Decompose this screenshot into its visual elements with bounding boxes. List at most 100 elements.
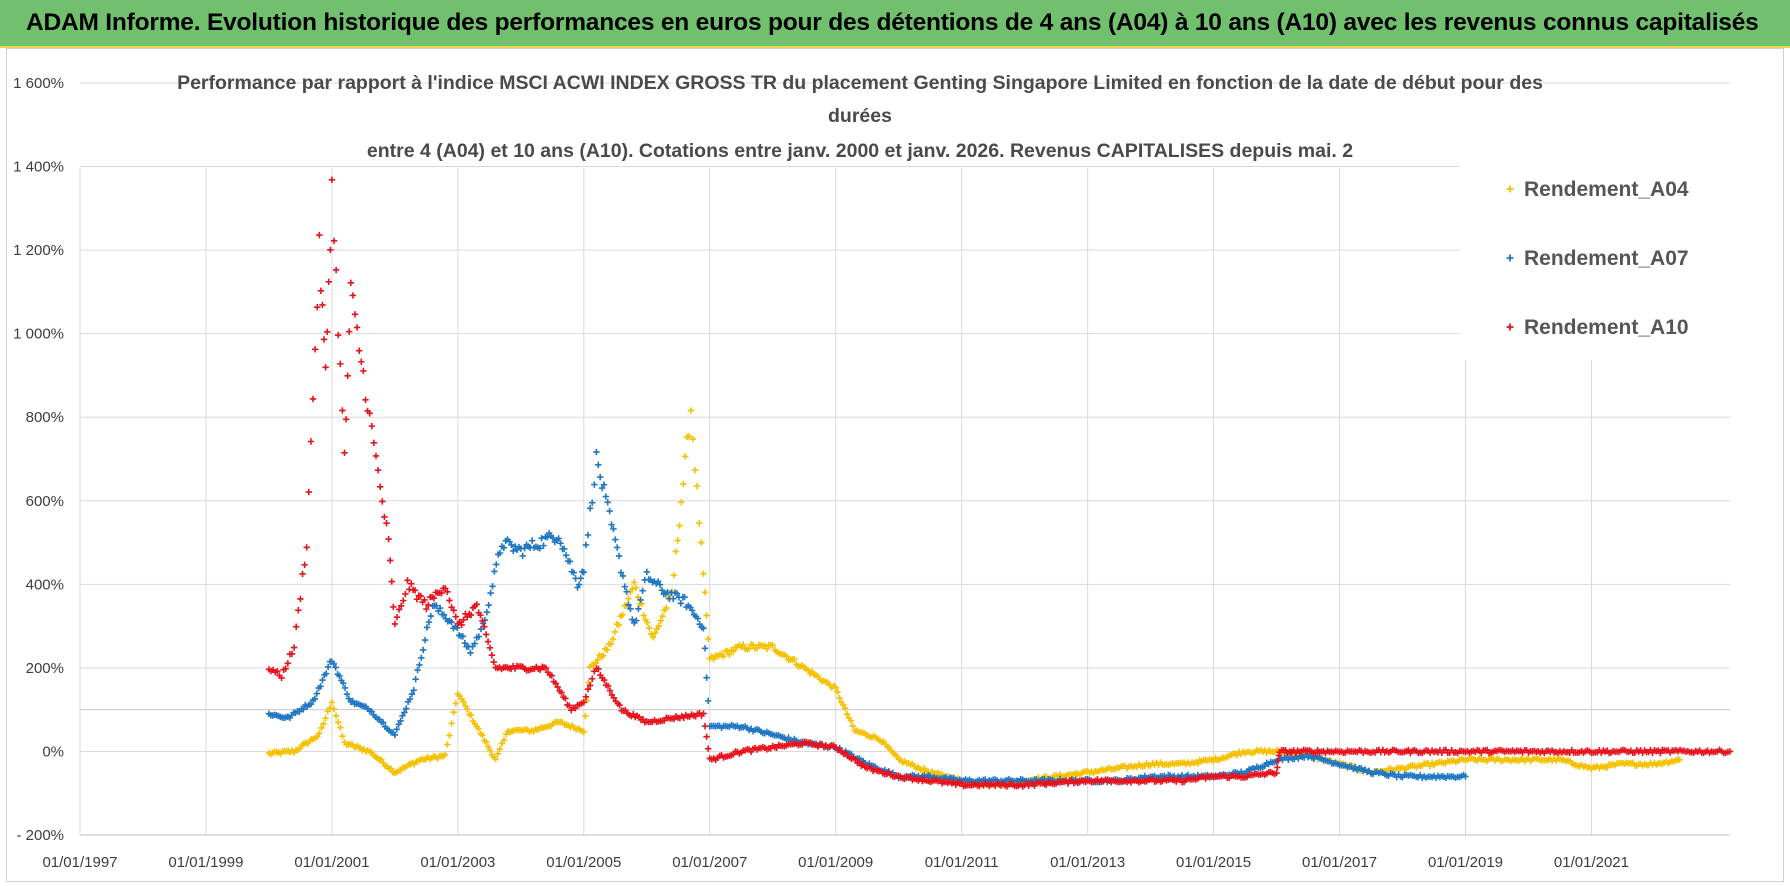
data-point [625,595,632,602]
data-point [477,625,485,633]
data-point [358,358,365,366]
data-point [629,585,636,593]
data-point [486,644,494,651]
data-point [309,395,317,403]
data-point [538,535,545,542]
data-point [484,743,492,750]
data-point [483,608,491,616]
chart-title-line: durées [828,105,892,127]
data-point [689,435,697,443]
data-point [496,745,504,753]
data-point [485,601,492,609]
data-point [446,597,453,604]
data-point [337,724,344,731]
data-point [427,612,434,620]
data-point [640,612,647,619]
data-point [425,601,432,609]
data-point [644,619,651,626]
data-point [681,593,688,601]
data-point [676,522,683,529]
data-point [460,616,467,623]
data-point [1726,748,1734,755]
y-tick-label: 1 600% [13,75,64,92]
data-point [1676,756,1683,763]
data-point [324,663,332,671]
data-point [335,331,342,339]
data-point [355,347,363,354]
data-point [651,629,659,637]
x-tick-label: 01/01/2005 [546,854,621,871]
series-Rendement_A04 [265,407,1683,790]
data-point [366,410,373,417]
data-point [749,641,757,649]
data-point [481,623,488,630]
data-point [613,544,621,551]
data-point [347,279,355,286]
data-point [322,364,329,371]
legend-box [1460,160,1730,360]
data-point [360,367,367,375]
data-point [323,670,330,677]
legend-label: Rendement_A10 [1524,316,1689,339]
data-point [342,416,350,423]
chart-title-line: Performance par rapport à l'indice MSCI … [177,72,1543,94]
data-point [549,534,557,542]
x-tick-label: 01/01/2013 [1050,854,1125,871]
data-point [320,336,328,343]
data-point [446,732,453,739]
data-point [397,602,405,609]
data-point [562,552,570,559]
x-tick-label: 01/01/2007 [672,854,747,871]
data-point [493,561,500,568]
data-point [596,473,604,481]
data-point [330,705,338,713]
data-point [297,595,304,603]
y-tick-label: 0% [42,743,64,760]
data-point [391,731,399,739]
data-point [621,583,628,590]
data-point [420,646,427,654]
chart-legend: Rendement_A04 Rendement_A07 Rendement_A10 [1460,160,1730,360]
data-point [834,688,841,696]
data-point [459,633,467,640]
data-point [701,645,709,652]
data-point [608,521,615,528]
data-point [656,581,664,588]
data-point [832,684,839,691]
data-point [589,499,596,506]
data-point [379,498,386,505]
data-point [763,645,771,653]
data-point [313,690,320,697]
data-point [448,720,455,727]
data-point [540,542,547,549]
data-point [332,664,339,671]
data-point [408,580,415,587]
chart-series-points [265,176,1734,790]
legend-marker [1506,323,1514,331]
data-point [847,717,855,724]
data-point [326,704,334,712]
data-point [467,649,474,657]
data-point [687,407,695,414]
data-point [328,699,336,706]
data-point [442,585,449,592]
data-point [487,589,494,597]
chart-axes: 1 600% 1 400% 1 200% 1 000% 800% 600% 400% 200%… [13,75,1730,871]
data-point [670,595,677,602]
data-point [607,640,615,648]
data-point [594,656,601,663]
data-point [566,558,574,565]
data-point [584,686,592,693]
data-point [615,621,622,628]
data-point [849,722,856,729]
data-point [311,346,319,353]
x-tick-label: 01/01/2019 [1428,854,1503,871]
data-point [341,684,349,692]
data-point [336,672,343,680]
data-point [637,596,644,604]
data-point [393,726,400,733]
data-point [840,701,847,709]
data-point [433,602,440,609]
x-tick-label: 01/01/2001 [294,854,369,871]
data-point [604,499,611,506]
